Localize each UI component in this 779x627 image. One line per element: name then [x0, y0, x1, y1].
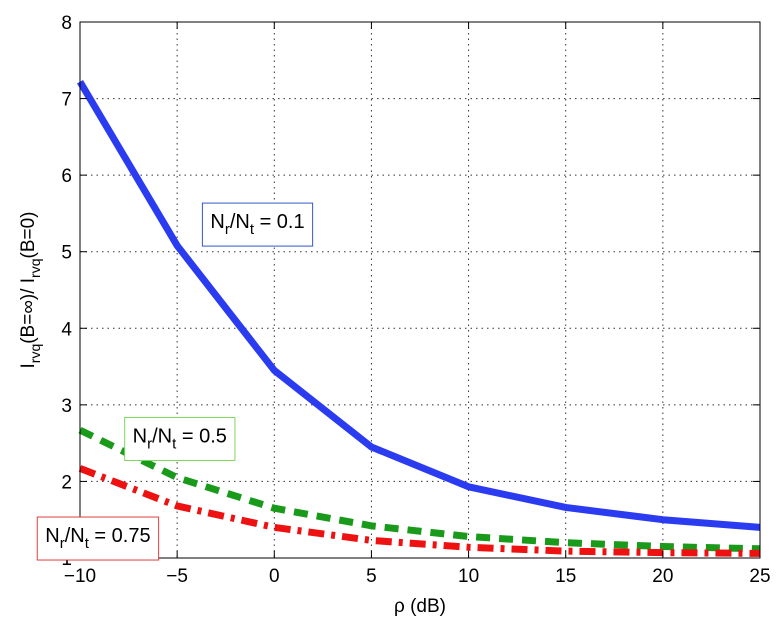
x-tick-label: −5 [166, 566, 188, 587]
y-tick-label: 7 [61, 90, 72, 111]
annotation-2: Nr/Nt = 0.5 [124, 416, 236, 461]
series-line-1 [76, 79, 761, 531]
y-tick-label: 4 [61, 319, 72, 340]
y-tick-label: 6 [61, 166, 72, 187]
x-tick-label: 20 [652, 566, 673, 587]
y-tick-label: 3 [61, 396, 72, 417]
annotations: Nr/Nt = 0.1 Nr/Nt = 0.5 Nr/Nt = 0.75 [36, 202, 314, 561]
annotation-text: Nr/Nt = 0.1 [210, 211, 304, 238]
annotation-box [36, 516, 160, 561]
x-tick-label: 0 [269, 566, 280, 587]
annotation-3: Nr/Nt = 0.75 [36, 516, 160, 561]
y-tick-label: 2 [61, 472, 72, 493]
series-group [76, 79, 761, 557]
x-tick-label: −10 [64, 566, 96, 587]
x-tick-label: 5 [366, 566, 377, 587]
plot-background [80, 22, 760, 558]
x-axis-label: ρ (dB) [394, 596, 446, 617]
series-line-3 [78, 465, 761, 557]
grid [80, 22, 760, 558]
x-tick-label: 10 [458, 566, 479, 587]
plot-frame [79, 21, 761, 559]
x-tick-label: 25 [749, 566, 770, 587]
ticks: −10−5051015202512345678 [61, 13, 770, 587]
y-axis-label-text: Irvq(B=∞)/ Irvq(B=0) [18, 212, 43, 369]
y-tick-label: 5 [61, 243, 72, 264]
y-axis-label: Irvq(B=∞)/ Irvq(B=0) [18, 212, 43, 369]
annotation-box [201, 202, 314, 247]
annotation-text: Nr/Nt = 0.75 [45, 525, 150, 552]
annotation-box [124, 416, 236, 461]
x-tick-label: 15 [555, 566, 576, 587]
series-line-2 [78, 426, 761, 553]
y-tick-label: 8 [61, 13, 72, 34]
annotation-1: Nr/Nt = 0.1 [201, 202, 314, 247]
annotation-text: Nr/Nt = 0.5 [133, 425, 227, 452]
